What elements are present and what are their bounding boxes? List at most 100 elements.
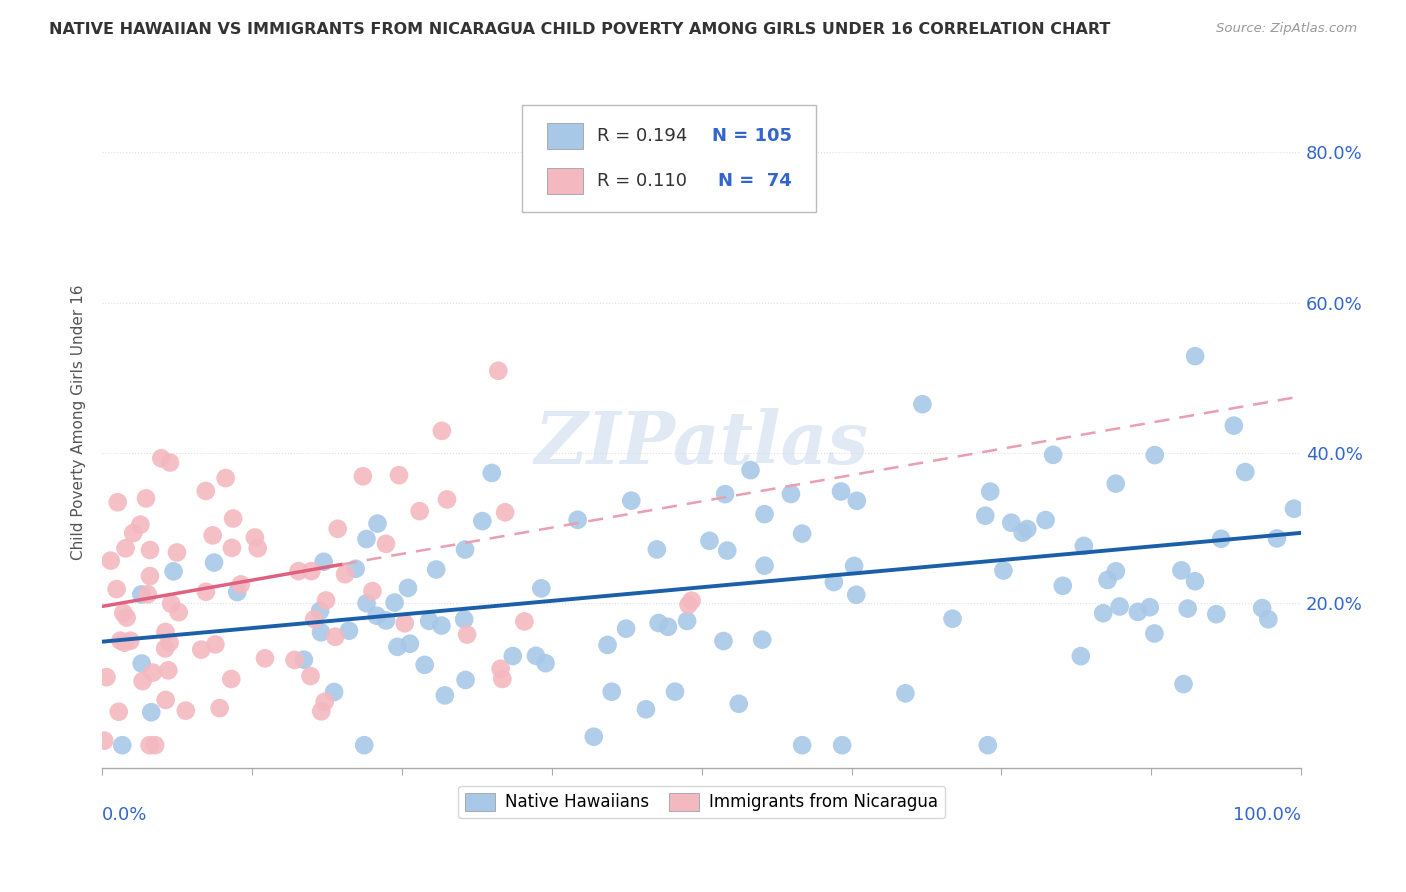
- Point: [1092, 606, 1115, 620]
- Point: [166, 545, 188, 559]
- Point: [396, 581, 419, 595]
- Point: [284, 653, 307, 667]
- Point: [112, 606, 135, 620]
- Text: Source: ZipAtlas.com: Source: ZipAtlas.com: [1216, 22, 1357, 36]
- Point: [167, 605, 190, 619]
- Legend: Native Hawaiians, Immigrants from Nicaragua: Native Hawaiians, Immigrants from Nicara…: [458, 786, 945, 818]
- Point: [114, 541, 136, 556]
- Text: ZIPatlas: ZIPatlas: [534, 408, 869, 479]
- Point: [681, 593, 703, 607]
- Point: [366, 608, 388, 623]
- Point: [524, 648, 547, 663]
- Text: N = 105: N = 105: [711, 128, 792, 145]
- Point: [309, 604, 332, 618]
- Point: [323, 630, 346, 644]
- Point: [304, 612, 326, 626]
- Point: [131, 587, 153, 601]
- Point: [664, 684, 686, 698]
- Text: 0.0%: 0.0%: [103, 805, 148, 823]
- Point: [387, 640, 409, 654]
- Text: N =  74: N = 74: [718, 172, 792, 190]
- Point: [780, 487, 803, 501]
- Point: [333, 567, 356, 582]
- Point: [494, 505, 516, 519]
- Point: [657, 620, 679, 634]
- Point: [845, 588, 868, 602]
- Point: [129, 517, 152, 532]
- Point: [214, 471, 236, 485]
- Point: [502, 648, 524, 663]
- Point: [714, 487, 737, 501]
- Point: [1170, 563, 1192, 577]
- Point: [454, 673, 477, 687]
- Point: [115, 610, 138, 624]
- Point: [194, 584, 217, 599]
- Point: [1234, 465, 1257, 479]
- Point: [162, 565, 184, 579]
- Point: [486, 364, 509, 378]
- Point: [790, 526, 813, 541]
- Point: [436, 492, 458, 507]
- Point: [1184, 349, 1206, 363]
- Point: [243, 531, 266, 545]
- Point: [481, 466, 503, 480]
- Point: [138, 738, 160, 752]
- Point: [823, 575, 845, 590]
- Point: [122, 526, 145, 541]
- Point: [1143, 626, 1166, 640]
- Point: [1042, 448, 1064, 462]
- Point: [582, 730, 605, 744]
- Point: [159, 456, 181, 470]
- Point: [1097, 573, 1119, 587]
- Point: [155, 624, 177, 639]
- Point: [1108, 599, 1130, 614]
- Point: [326, 522, 349, 536]
- Point: [792, 738, 814, 752]
- Point: [1205, 607, 1227, 622]
- Point: [530, 582, 553, 596]
- Point: [208, 701, 231, 715]
- Point: [142, 665, 165, 680]
- Point: [153, 641, 176, 656]
- Point: [1184, 574, 1206, 589]
- Point: [645, 542, 668, 557]
- Point: [100, 554, 122, 568]
- Point: [754, 507, 776, 521]
- Point: [287, 564, 309, 578]
- Point: [1257, 612, 1279, 626]
- Point: [614, 622, 637, 636]
- Point: [1173, 677, 1195, 691]
- Point: [471, 514, 494, 528]
- Point: [425, 562, 447, 576]
- Point: [352, 469, 374, 483]
- Point: [204, 637, 226, 651]
- Point: [842, 558, 865, 573]
- Point: [699, 533, 721, 548]
- Point: [1126, 605, 1149, 619]
- Point: [253, 651, 276, 665]
- Point: [353, 738, 375, 752]
- Point: [399, 637, 422, 651]
- Point: [361, 584, 384, 599]
- Point: [453, 612, 475, 626]
- Point: [194, 483, 217, 498]
- Point: [221, 672, 243, 686]
- Point: [110, 633, 132, 648]
- Point: [201, 528, 224, 542]
- Point: [1070, 649, 1092, 664]
- Point: [979, 484, 1001, 499]
- Point: [312, 555, 335, 569]
- Point: [977, 738, 1000, 752]
- FancyBboxPatch shape: [547, 168, 583, 194]
- Point: [388, 468, 411, 483]
- Point: [155, 693, 177, 707]
- Point: [292, 653, 315, 667]
- Point: [136, 587, 159, 601]
- Point: [1282, 501, 1305, 516]
- Point: [157, 663, 180, 677]
- Point: [430, 618, 453, 632]
- Point: [111, 738, 134, 752]
- Point: [93, 733, 115, 747]
- Point: [337, 624, 360, 638]
- Point: [845, 493, 868, 508]
